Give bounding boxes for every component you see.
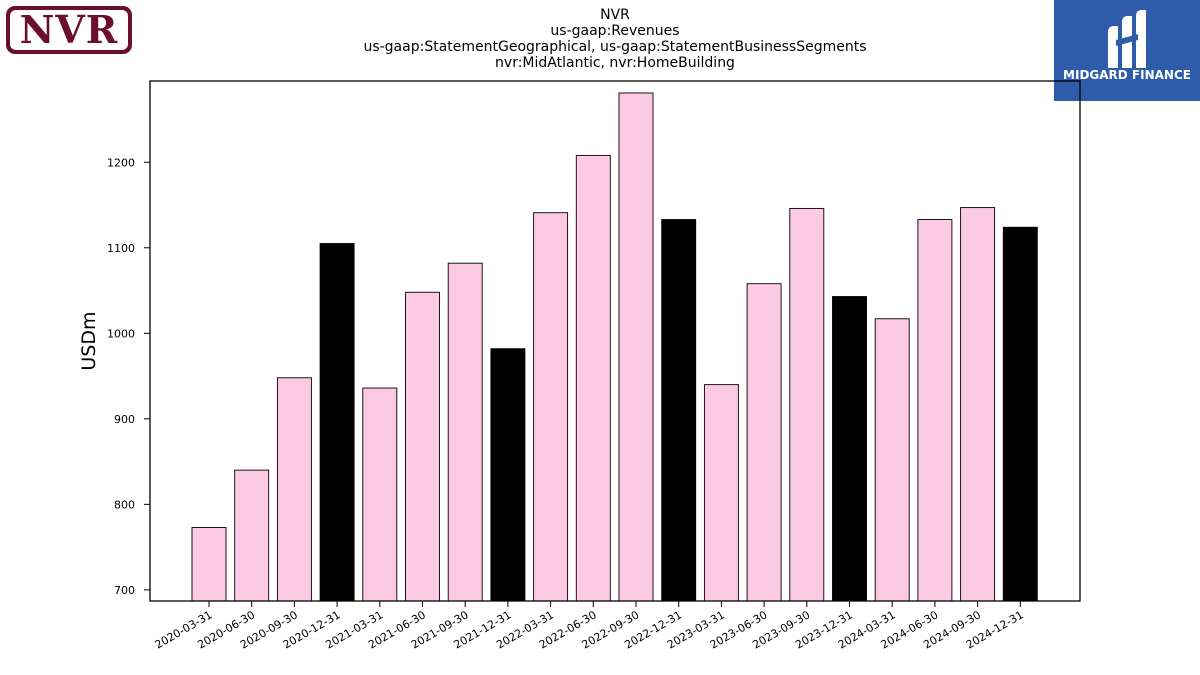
chart-title: NVR us-gaap:Revenues us-gaap:StatementGe…	[150, 7, 1080, 71]
y-tick-label-700: 700	[114, 584, 135, 597]
bar-2020-09-30	[276, 377, 312, 602]
bar-2023-09-30	[789, 207, 825, 602]
y-tick-label-900: 900	[114, 413, 135, 426]
bar-2023-03-31	[703, 384, 739, 602]
title-line-2: us-gaap:Revenues	[550, 23, 680, 39]
y-tick-label-800: 800	[114, 498, 135, 511]
nvr-logo-text: NVR	[10, 10, 128, 50]
bar-2024-12-31	[1002, 226, 1038, 602]
bar-2021-12-31	[490, 348, 526, 602]
bar-2024-09-30	[960, 207, 996, 602]
bar-2022-12-31	[661, 219, 697, 602]
y-axis-label: USDm	[78, 311, 100, 370]
y-tick-label-1200: 1200	[107, 156, 135, 169]
title-line-4: nvr:MidAtlantic, nvr:HomeBuilding	[495, 55, 735, 71]
nvr-logo: NVR	[6, 6, 132, 54]
midgard-finance-logo: MIDGARD FINANCE	[1054, 0, 1200, 101]
plot-frame	[149, 80, 1081, 602]
midgard-logo-text: MIDGARD FINANCE	[1063, 68, 1191, 82]
bar-2021-03-31	[362, 387, 398, 602]
bar-2024-03-31	[874, 318, 910, 602]
bar-2020-06-30	[234, 469, 270, 602]
bar-2023-12-31	[832, 296, 867, 602]
title-line-1: NVR	[600, 7, 630, 23]
bar-2020-03-31	[191, 527, 227, 602]
bar-2023-06-30	[746, 283, 782, 602]
bar-2022-09-30	[618, 92, 654, 602]
bar-2022-06-30	[575, 154, 611, 602]
bar-2021-06-30	[405, 291, 440, 602]
bar-2020-12-31	[319, 243, 355, 602]
bar-2024-06-30	[917, 219, 953, 602]
bar-2022-03-31	[533, 212, 569, 602]
title-line-3: us-gaap:StatementGeographical, us-gaap:S…	[363, 39, 867, 55]
y-tick-label-1100: 1100	[107, 242, 135, 255]
midgard-mark-icon	[1108, 10, 1146, 68]
bar-2021-09-30	[447, 262, 483, 602]
y-tick-label-1000: 1000	[107, 327, 135, 340]
